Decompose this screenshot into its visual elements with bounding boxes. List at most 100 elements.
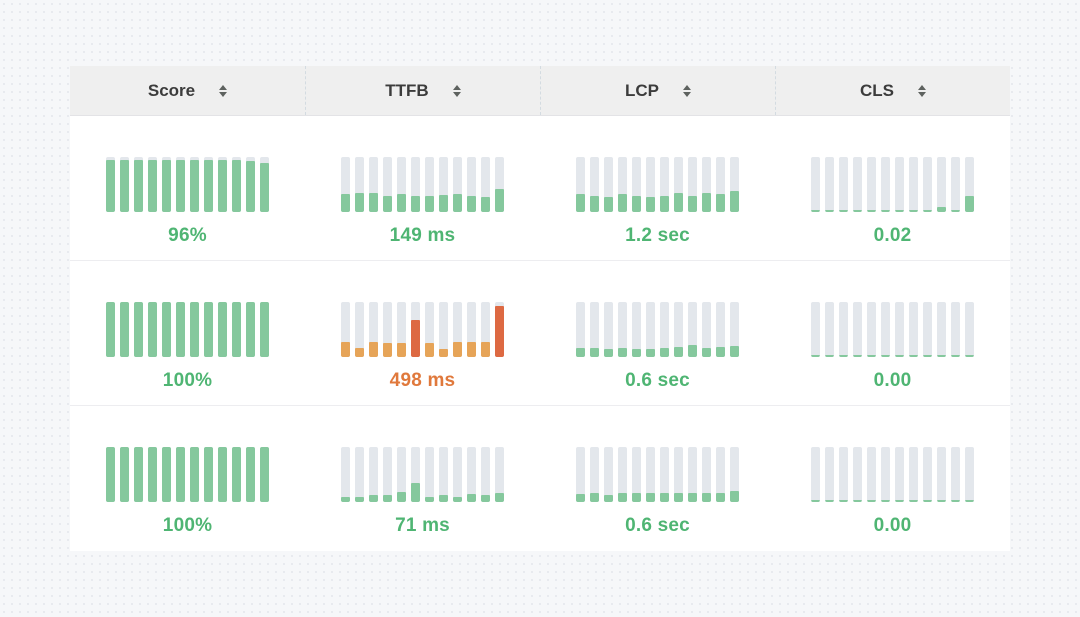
sparkline-bar xyxy=(576,447,585,502)
sparkline-bar xyxy=(674,447,683,502)
score-sparkline-chart xyxy=(106,157,269,212)
sparkline-bar xyxy=(162,157,171,212)
sparkline-bar xyxy=(839,302,848,357)
cls-sparkline-chart xyxy=(811,157,974,212)
sparkline-bar xyxy=(369,157,378,212)
sparkline-bar xyxy=(825,302,834,357)
sparkline-bar xyxy=(106,447,115,502)
sparkline-bar xyxy=(246,157,255,212)
sort-arrows-icon[interactable] xyxy=(918,84,926,97)
metric-value: 71 ms xyxy=(395,515,450,536)
column-header-cls[interactable]: CLS xyxy=(775,66,1010,115)
column-header-ttfb[interactable]: TTFB xyxy=(305,66,540,115)
sparkline-bar xyxy=(590,157,599,212)
sparkline-bar xyxy=(439,302,448,357)
sparkline-bar xyxy=(355,302,364,357)
sparkline-bar xyxy=(176,447,185,502)
sort-arrows-icon[interactable] xyxy=(452,84,461,97)
table-body: 96% 149 ms 1.2 sec 0.02 100% 498 ms 0.6 sec 0.0… xyxy=(70,116,1010,551)
sparkline-bar xyxy=(646,157,655,212)
ttfb-sparkline-chart xyxy=(341,447,504,502)
table-row[interactable]: 100% 498 ms 0.6 sec 0.00 xyxy=(70,261,1010,406)
sparkline-bar xyxy=(453,157,462,212)
sparkline-bar xyxy=(811,302,820,357)
sparkline-bar xyxy=(453,302,462,357)
sparkline-bar xyxy=(965,157,974,212)
lcp-sparkline-chart xyxy=(576,447,739,502)
table-row[interactable]: 96% 149 ms 1.2 sec 0.02 xyxy=(70,116,1010,261)
sparkline-bar xyxy=(106,157,115,212)
sparkline-bar xyxy=(341,447,350,502)
sparkline-bar xyxy=(825,447,834,502)
sparkline-bar xyxy=(341,157,350,212)
sparkline-bar xyxy=(923,447,932,502)
column-header-score[interactable]: Score xyxy=(70,66,305,115)
sparkline-bar xyxy=(106,302,115,357)
sparkline-bar xyxy=(688,447,697,502)
sparkline-bar xyxy=(246,447,255,502)
sparkline-bar xyxy=(811,157,820,212)
sparkline-bar xyxy=(702,157,711,212)
sparkline-bar xyxy=(895,447,904,502)
column-header-label: Score xyxy=(147,80,196,100)
sparkline-bar xyxy=(937,157,946,212)
sparkline-bar xyxy=(397,447,406,502)
sparkline-bar xyxy=(660,157,669,212)
sparkline-bar xyxy=(604,447,613,502)
sparkline-bar xyxy=(369,302,378,357)
column-header-label: LCP xyxy=(625,80,659,100)
sort-arrows-icon[interactable] xyxy=(683,84,691,97)
sparkline-bar xyxy=(674,302,683,357)
sparkline-bar xyxy=(937,302,946,357)
sparkline-bar xyxy=(965,302,974,357)
sparkline-bar xyxy=(148,447,157,502)
sparkline-bar xyxy=(881,302,890,357)
sparkline-bar xyxy=(730,302,739,357)
sparkline-bar xyxy=(660,302,669,357)
lcp-sparkline-chart xyxy=(576,302,739,357)
sparkline-bar xyxy=(190,447,199,502)
sparkline-bar xyxy=(341,302,350,357)
sparkline-bar xyxy=(148,302,157,357)
metrics-table: Score TTFB LCP CLS 96% 149 ms 1.2 sec 0.02 1… xyxy=(70,66,1010,551)
sparkline-bar xyxy=(839,447,848,502)
sparkline-bar xyxy=(439,447,448,502)
sparkline-bar xyxy=(411,157,420,212)
metric-cell-score: 96% xyxy=(70,116,305,260)
metric-value: 0.00 xyxy=(873,370,912,391)
sparkline-bar xyxy=(660,447,669,502)
sparkline-bar xyxy=(162,447,171,502)
column-header-lcp[interactable]: LCP xyxy=(540,66,775,115)
sparkline-bar xyxy=(260,447,269,502)
metric-cell-score: 100% xyxy=(70,406,305,551)
sparkline-bar xyxy=(481,157,490,212)
sparkline-bar xyxy=(632,447,641,502)
metric-cell-lcp: 0.6 sec xyxy=(540,406,775,551)
sparkline-bar xyxy=(495,157,504,212)
sparkline-bar xyxy=(467,157,476,212)
sparkline-bar xyxy=(355,157,364,212)
metric-value: 96% xyxy=(168,225,207,246)
sparkline-bar xyxy=(730,447,739,502)
sort-arrows-icon[interactable] xyxy=(219,84,228,97)
sparkline-bar xyxy=(411,447,420,502)
metric-value: 0.6 sec xyxy=(625,515,690,536)
cls-sparkline-chart xyxy=(811,302,974,357)
sparkline-bar xyxy=(481,302,490,357)
metric-cell-score: 100% xyxy=(70,261,305,405)
sparkline-bar xyxy=(716,447,725,502)
cls-sparkline-chart xyxy=(811,447,974,502)
sparkline-bar xyxy=(688,302,697,357)
sparkline-bar xyxy=(134,157,143,212)
table-row[interactable]: 100% 71 ms 0.6 sec 0.00 xyxy=(70,406,1010,551)
sparkline-bar xyxy=(260,157,269,212)
metric-value: 100% xyxy=(162,515,213,536)
sparkline-bar xyxy=(867,447,876,502)
sparkline-bar xyxy=(246,302,255,357)
sparkline-bar xyxy=(260,302,269,357)
sparkline-bar xyxy=(867,157,876,212)
sparkline-bar xyxy=(218,157,227,212)
column-header-label: TTFB xyxy=(385,80,429,100)
sparkline-bar xyxy=(120,447,129,502)
sparkline-bar xyxy=(576,157,585,212)
